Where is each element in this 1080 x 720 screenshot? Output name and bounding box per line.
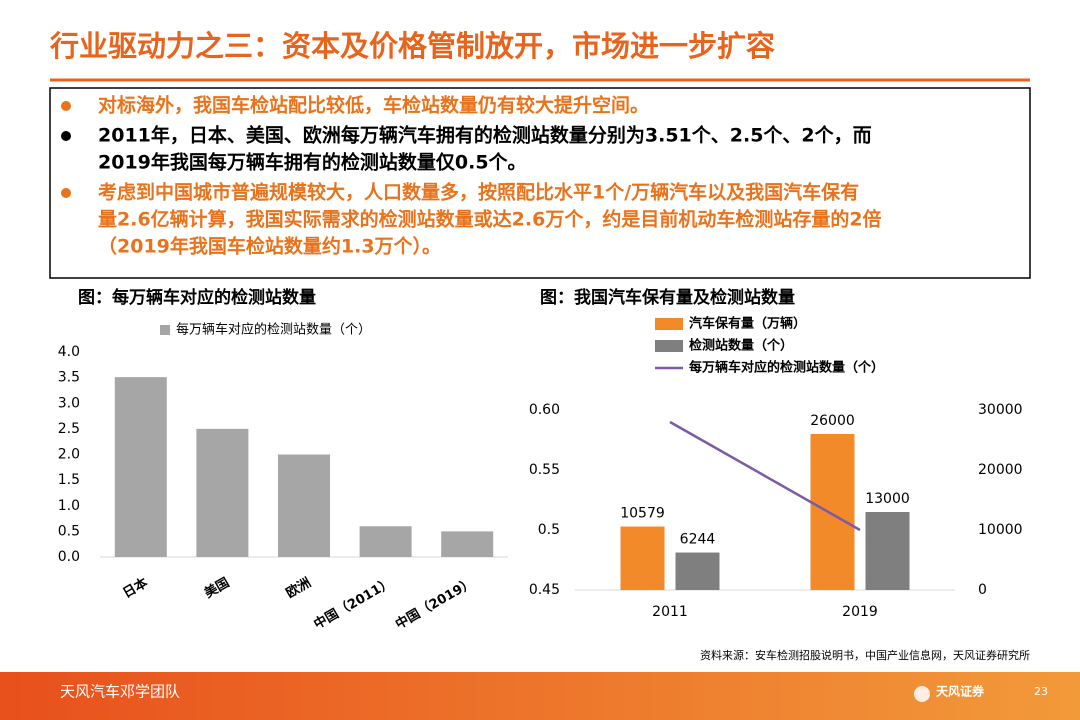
footer-team: 天风汽车邓学团队	[60, 683, 180, 701]
bullet-dot	[61, 101, 71, 111]
bar	[196, 428, 249, 557]
chart-title: 图：每万辆车对应的检测站数量	[78, 287, 316, 308]
bullet-text: （2019年我国车检站数量约1.3万个）。	[98, 235, 441, 258]
y-tick-label: 2.5	[58, 421, 80, 437]
y2-tick-label: 10000	[978, 522, 1023, 538]
logo-mark	[914, 686, 930, 702]
legend-label: 检测站数量（个）	[689, 338, 793, 354]
legend-swatch	[655, 318, 683, 330]
y-tick-label: 1.5	[58, 472, 80, 488]
bar	[278, 454, 330, 557]
y2-tick-label: 30000	[978, 402, 1023, 418]
y-tick-label: 0.45	[529, 582, 560, 598]
bar	[620, 526, 665, 590]
bar	[359, 526, 412, 557]
page-number: 23	[1034, 685, 1048, 698]
bullet-text: 对标海外，我国车检站配比较低，车检站数量仍有较大提升空间。	[98, 94, 649, 117]
legend-label: 每万辆车对应的检测站数量（个）	[689, 360, 884, 376]
y-tick-label: 0.0	[58, 549, 80, 565]
slide-title: 行业驱动力之三：资本及价格管制放开，市场进一步扩容	[49, 29, 775, 63]
bar	[865, 512, 910, 590]
bullet-text: 考虑到中国城市普遍规模较大，人口数量多，按照配比水平1个/万辆汽车以及我国汽车保…	[98, 181, 859, 204]
x-tick-label: 2019	[842, 604, 878, 620]
legend-label: 汽车保有量（万辆）	[689, 316, 806, 332]
y-tick-label: 2.0	[58, 447, 80, 463]
legend-swatch	[655, 340, 683, 352]
y-tick-label: 0.5	[58, 523, 80, 539]
bullet-text: 量2.6亿辆计算，我国实际需求的检测站数量或达2.6万个，约是目前机动车检测站存…	[98, 208, 882, 231]
chart-title: 图：我国汽车保有量及检测站数量	[540, 287, 795, 308]
bullet-dot	[61, 131, 71, 141]
y-tick-label: 0.5	[538, 522, 560, 538]
source: 资料来源：安车检测招股说明书，中国产业信息网，天风证券研究所	[700, 648, 1030, 662]
footer-logo: 天风证券	[936, 684, 985, 699]
line	[669, 420, 861, 532]
bullet-box	[49, 87, 1031, 279]
value-label: 6244	[680, 532, 716, 548]
bar	[810, 434, 855, 590]
bar	[114, 377, 167, 557]
y-tick-label: 4.0	[58, 344, 80, 360]
y-tick-label: 0.55	[529, 462, 560, 478]
value-label: 26000	[810, 413, 855, 429]
y-tick-label: 3.0	[58, 395, 80, 411]
bar	[441, 531, 494, 557]
bullet-text: 2019年我国每万辆车拥有的检测站数量仅0.5个。	[98, 151, 527, 174]
legend-swatch	[160, 325, 170, 335]
bullet-dot	[61, 188, 71, 198]
y-tick-label: 1.0	[58, 498, 80, 514]
bullet-text: 2011年，日本、美国、欧洲每万辆汽车拥有的检测站数量分别为3.51个、2.5个…	[98, 124, 872, 147]
footer-band	[0, 672, 1080, 720]
y-tick-label: 3.5	[58, 370, 80, 386]
value-label: 13000	[865, 491, 910, 507]
y2-tick-label: 0	[978, 582, 987, 598]
bar	[675, 552, 720, 590]
value-label: 10579	[620, 506, 665, 522]
y2-tick-label: 20000	[978, 462, 1023, 478]
x-tick-label: 2011	[652, 604, 688, 620]
legend-label: 每万辆车对应的检测站数量（个）	[176, 322, 371, 338]
y-tick-label: 0.60	[529, 402, 560, 418]
